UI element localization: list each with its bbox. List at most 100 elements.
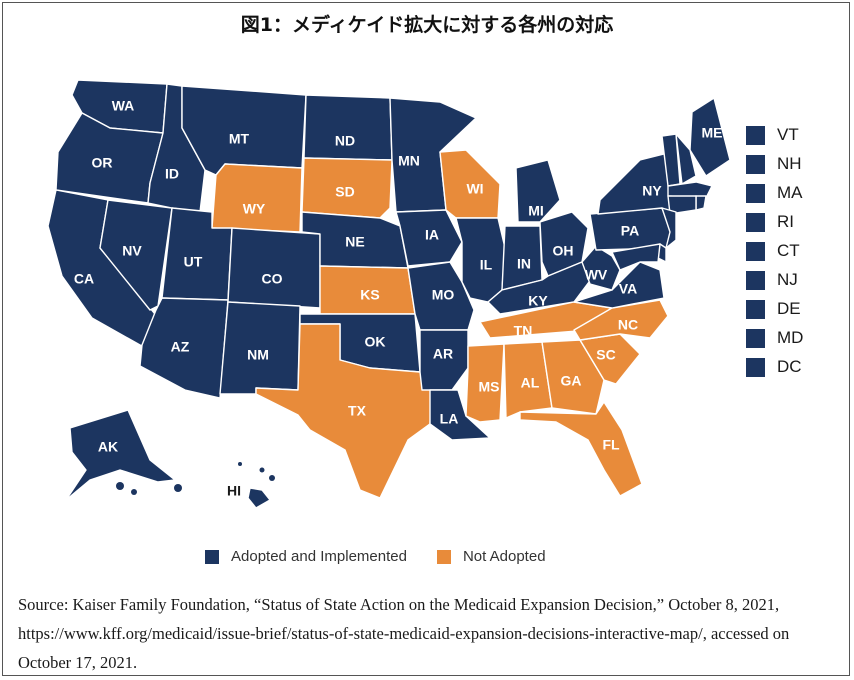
state-sd [301,157,393,219]
source-note: Source: Kaiser Family Foundation, “Statu… [18,595,790,672]
island-shape [116,482,124,490]
state-mi [515,159,561,223]
us-map: WA OR CA NV ID MT WY UT AZ CO NM ND SD NE KS OK TX MN IA MO… [47,79,731,509]
state-label-ny: NY [642,183,662,199]
state-label-ut: UT [184,254,203,270]
state-label-wa: WA [112,98,135,114]
legend-label-adopted: Adopted and Implemented [231,548,407,565]
state-wy [211,163,303,233]
state-label-wv: WV [585,267,608,283]
small-state-swatch [746,357,765,377]
small-state-vt: VT [746,124,799,146]
state-label-wy: WY [243,201,266,217]
legend-not-adopted: Not Adopted [436,548,546,565]
small-state-swatch [746,125,765,145]
state-label-fl: FL [602,437,620,453]
state-label-ga: GA [561,373,582,389]
state-label-ar: AR [433,346,453,362]
state-label-nc: NC [618,317,638,333]
state-label-az: AZ [171,339,190,355]
small-state-nh: NH [746,153,802,175]
state-nj [661,207,677,249]
small-state-swatch [746,183,765,203]
small-state-ri: RI [746,211,794,233]
legend-adopted: Adopted and Implemented [205,548,407,565]
state-label-ms: MS [479,379,500,395]
state-label-hi: HI [227,483,241,499]
small-state-md: MD [746,327,803,349]
island-shape [131,489,137,495]
small-state-swatch [746,241,765,261]
small-state-label: NJ [777,270,798,289]
state-nh [675,133,697,185]
state-label-pa: PA [621,223,639,239]
state-ga [541,339,605,415]
small-state-swatch [746,299,765,319]
state-label-mi: MI [528,203,544,219]
state-label-sc: SC [596,347,615,363]
small-state-label: CT [777,241,800,260]
state-label-mo: MO [432,287,455,303]
small-state-label: DE [777,299,801,318]
state-label-oh: OH [553,243,574,259]
state-hi [247,487,271,509]
island-shape [269,475,275,481]
state-label-nd: ND [335,133,355,149]
state-label-sd: SD [335,184,354,200]
state-label-va: VA [619,281,637,297]
small-state-nj: NJ [746,269,798,291]
state-md [611,243,661,271]
state-label-nm: NM [247,347,269,363]
small-state-label: MD [777,328,804,347]
legend-swatch-adopted [205,549,219,564]
state-label-la: LA [440,411,459,427]
small-state-swatch [746,212,765,232]
state-label-co: CO [262,271,283,287]
small-state-swatch [746,154,765,174]
state-label-ky: KY [528,293,548,309]
state-label-ak: AK [98,439,118,455]
small-state-label: RI [777,212,794,231]
state-ri [695,195,707,211]
state-ak [65,409,176,501]
state-label-id: ID [165,166,179,182]
state-label-in: IN [517,256,531,272]
state-label-nv: NV [122,243,142,259]
small-state-label: DC [777,357,802,376]
small-state-label: VT [777,125,799,144]
state-mo [407,261,475,331]
state-label-ia: IA [425,227,439,243]
state-label-me: ME [702,125,723,141]
island-shape [259,467,265,473]
legend-label-not-adopted: Not Adopted [462,548,546,565]
state-label-ok: OK [365,334,386,350]
island-shape [174,484,182,492]
small-state-label: NH [777,154,802,173]
state-label-ks: KS [360,287,379,303]
state-nd [303,94,393,161]
state-label-al: AL [521,375,540,391]
state-label-mn: MN [398,153,420,169]
state-fl [519,401,643,497]
small-state-de: DE [746,298,801,320]
small-state-dc: DC [746,356,802,378]
state-label-ca: CA [74,271,94,287]
state-label-ne: NE [345,234,364,250]
small-state-swatch [746,270,765,290]
figure-title: 図1：メディケイド拡大に対する各州の対応 [240,14,614,36]
island-shape [238,462,242,466]
state-label-il: IL [480,257,493,273]
legend: Adopted and Implemented Not Adopted [205,548,576,565]
state-la [429,389,491,441]
state-label-mt: MT [229,131,250,147]
state-me [689,97,731,177]
state-label-tn: TN [514,323,533,339]
state-tx [255,323,433,499]
state-ct [667,195,697,215]
small-state-ct: CT [746,240,800,262]
state-ma [667,181,713,199]
legend-swatch-not-adopted [436,549,451,564]
state-label-or: OR [92,155,113,171]
state-al [503,341,553,419]
